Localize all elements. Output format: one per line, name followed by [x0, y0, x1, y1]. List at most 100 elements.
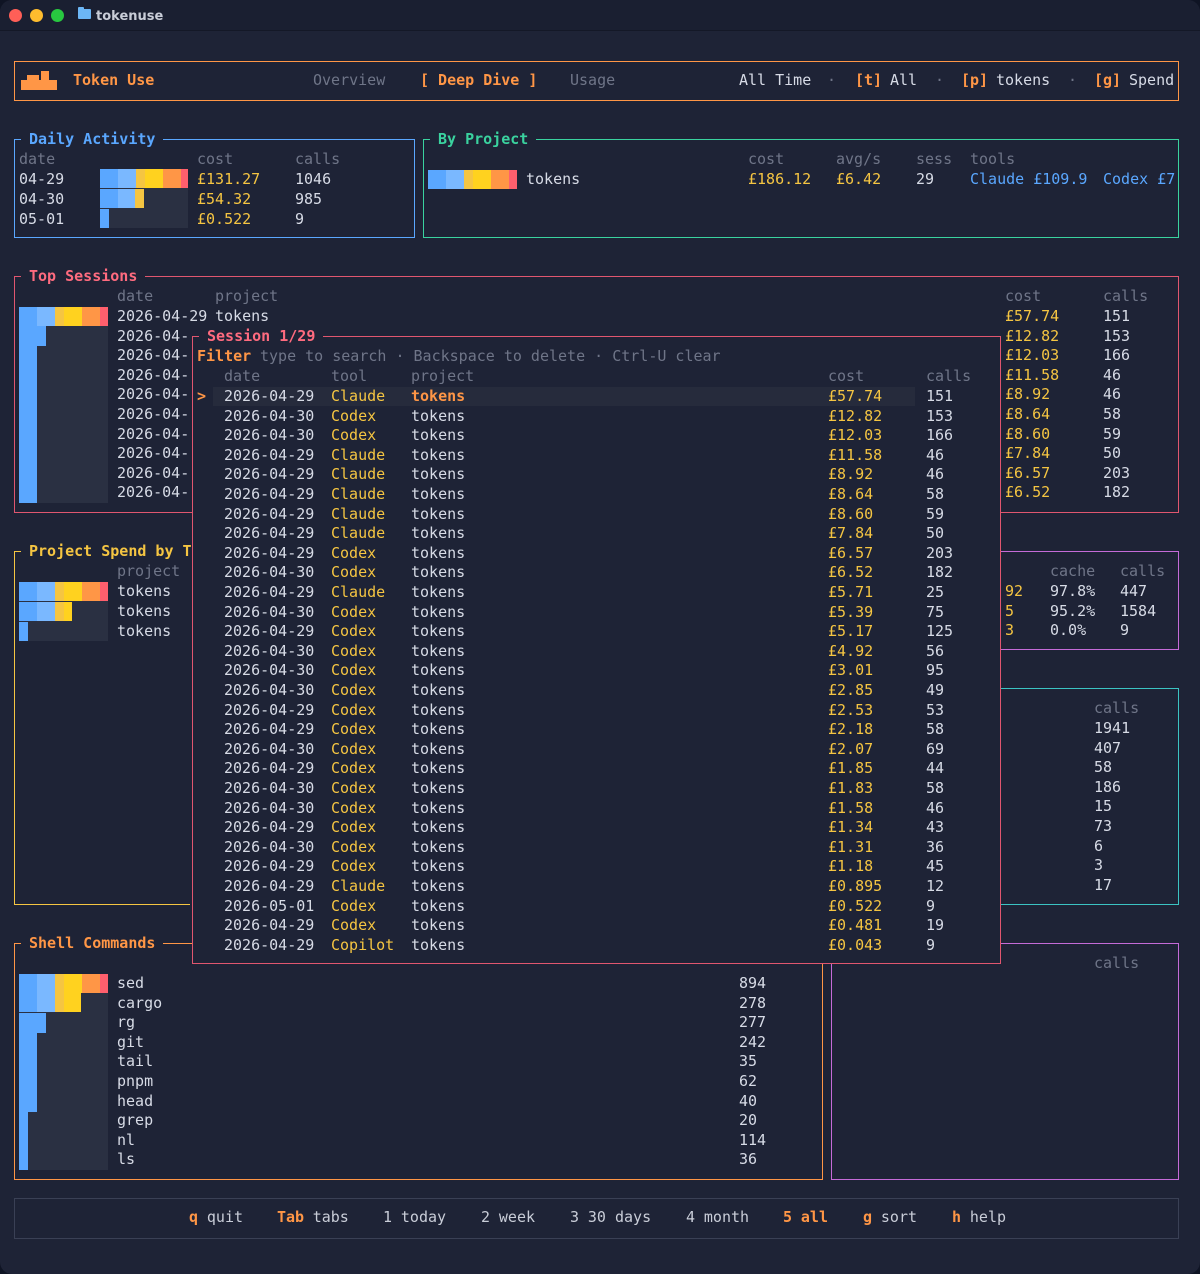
- session-cost: £0.481: [828, 916, 883, 935]
- session-cost: £5.71: [828, 583, 874, 601]
- project-spend-panel: Project Spend by T project tokens tokens…: [14, 542, 200, 905]
- session-date: 2026-04-29: [224, 583, 315, 601]
- session-calls: 44: [926, 759, 945, 778]
- session-date: 2026-04-: [117, 444, 190, 463]
- session-row[interactable]: 2026-04-29 Claude tokens £0.895 12: [193, 877, 1000, 897]
- shortcut-label[interactable]: month: [703, 1208, 750, 1226]
- shortcut-key[interactable]: 5: [783, 1208, 793, 1226]
- shell-command-count: 242: [739, 1032, 767, 1051]
- shortcut-key[interactable]: Tab: [277, 1208, 305, 1226]
- session-row[interactable]: 2026-04-30 Codex tokens £2.85 49: [193, 681, 1000, 701]
- shell-command-name: head: [117, 1091, 154, 1110]
- session-row[interactable]: 2026-04-30 Codex tokens £1.83 58: [193, 779, 1000, 799]
- session-tool: Codex: [331, 857, 377, 876]
- row-date: 04-30: [19, 190, 65, 208]
- shortcut-key[interactable]: g: [863, 1208, 873, 1226]
- session-row[interactable]: 2026-04-29 Copilot tokens £0.043 9: [193, 936, 1000, 956]
- logo-icon: [21, 70, 57, 90]
- session-row[interactable]: 2026-04-30 Codex tokens £1.58 46: [193, 799, 1000, 819]
- session-tool: Codex: [331, 896, 377, 915]
- session-row[interactable]: 2026-04-30 Codex tokens £5.39 75: [193, 603, 1000, 623]
- shortcut-key[interactable]: 3: [570, 1208, 580, 1226]
- session-date: 2026-04-29: [224, 818, 315, 837]
- toggle-key-t[interactable]: [t]: [855, 71, 883, 89]
- shortcut-key[interactable]: q: [189, 1208, 199, 1226]
- shortcut-label[interactable]: today: [400, 1208, 447, 1226]
- tab-deep-dive[interactable]: [ Deep Dive ]: [420, 71, 538, 89]
- session-row[interactable]: 2026-04-29 Codex tokens £6.57 203: [193, 544, 1000, 564]
- toggle-label-all[interactable]: All: [890, 71, 918, 89]
- panel-title: Daily Activity: [21, 130, 164, 150]
- shortcut-key[interactable]: 4: [686, 1208, 696, 1226]
- session-tool: Claude: [331, 524, 386, 543]
- session-row[interactable]: 2026-04-29 Codex tokens £2.18 58: [193, 720, 1000, 740]
- popup-title: Session 1/29: [199, 327, 324, 347]
- session-tool: Codex: [331, 779, 377, 797]
- session-row[interactable]: 2026-04-29 Codex tokens £1.18 45: [193, 857, 1000, 877]
- session-row[interactable]: 2026-04-29 Claude tokens £8.60 59: [193, 505, 1000, 525]
- shell-command-count: 40: [739, 1091, 758, 1110]
- close-button[interactable]: [9, 9, 22, 22]
- session-row[interactable]: 2026-04-30 Codex tokens £12.82 153: [193, 407, 1000, 427]
- session-row[interactable]: 2026-04-30 Codex tokens £6.52 182: [193, 563, 1000, 583]
- shortcut-label[interactable]: 30 days: [587, 1208, 652, 1226]
- session-calls: 50: [926, 524, 945, 543]
- session-row[interactable]: 2026-04-29 Claude tokens £5.71 25: [193, 583, 1000, 603]
- session-cost: £5.17: [828, 622, 874, 641]
- shortcut-label[interactable]: help: [969, 1208, 1007, 1226]
- session-date: 2026-04-30: [224, 739, 315, 758]
- project-cache: 0.0%: [1050, 621, 1087, 640]
- session-row[interactable]: 2026-04-29 Codex tokens £2.53 53: [193, 701, 1000, 721]
- filter-label[interactable]: Filter: [197, 347, 252, 365]
- session-row[interactable]: 2026-05-01 Codex tokens £0.522 9: [193, 897, 1000, 917]
- tab-usage[interactable]: Usage: [570, 71, 616, 89]
- shortcut-label[interactable]: quit: [206, 1208, 244, 1226]
- project-row: tokens: [117, 622, 172, 640]
- session-date: 2026-04-30: [224, 426, 315, 445]
- maximize-button[interactable]: [51, 9, 64, 22]
- session-date: 2026-04-30: [224, 406, 315, 425]
- project-cache: 95.2%: [1050, 601, 1096, 620]
- session-row[interactable]: 2026-04-29 Codex tokens £0.481 19: [193, 916, 1000, 936]
- session-row[interactable]: 2026-04-29 Codex tokens £1.34 43: [193, 818, 1000, 838]
- session-row[interactable]: 2026-04-30 Codex tokens £3.01 95: [193, 661, 1000, 681]
- shortcut-key[interactable]: h: [952, 1208, 962, 1226]
- row-cost: £131.27: [197, 170, 261, 188]
- toggle-label-project[interactable]: tokens: [996, 71, 1051, 89]
- session-row[interactable]: 2026-04-29 Claude tokens £11.58 46: [193, 446, 1000, 466]
- shortcut-label[interactable]: all: [800, 1208, 828, 1226]
- session-row[interactable]: 2026-04-29 Codex tokens £1.85 44: [193, 759, 1000, 779]
- session-row[interactable]: 2026-04-30 Codex tokens £1.31 36: [193, 838, 1000, 858]
- session-row[interactable]: >2026-04-29 Claude tokens £57.74 151: [193, 387, 1000, 407]
- col-calls: calls: [1094, 699, 1140, 717]
- toggle-key-g[interactable]: [g]: [1094, 71, 1122, 89]
- session-tool: Codex: [331, 759, 377, 778]
- session-cost: £12.03: [828, 426, 883, 445]
- session-tool: Codex: [331, 720, 377, 739]
- filter-hint[interactable]: type to search · Backspace to delete · C…: [260, 347, 721, 365]
- col-calls: calls: [926, 367, 972, 385]
- col-cache: cache: [1050, 562, 1096, 580]
- session-row[interactable]: 2026-04-29 Codex tokens £5.17 125: [193, 622, 1000, 642]
- session-cost: £2.18: [828, 720, 874, 739]
- session-project: tokens: [411, 916, 466, 935]
- session-row[interactable]: 2026-04-30 Codex tokens £12.03 166: [193, 426, 1000, 446]
- minimize-button[interactable]: [30, 9, 43, 22]
- session-row[interactable]: 2026-04-29 Claude tokens £7.84 50: [193, 524, 1000, 544]
- shell-command-name: ls: [117, 1150, 136, 1169]
- session-row[interactable]: 2026-04-29 Claude tokens £8.64 58: [193, 485, 1000, 505]
- session-row[interactable]: 2026-04-30 Codex tokens £2.07 69: [193, 740, 1000, 760]
- shortcut-key[interactable]: 1: [383, 1208, 393, 1226]
- shortcut-key[interactable]: 2: [481, 1208, 491, 1226]
- tab-overview[interactable]: Overview: [313, 71, 386, 89]
- shortcut-label[interactable]: sort: [880, 1208, 918, 1226]
- toggle-key-p[interactable]: [p]: [961, 71, 989, 89]
- range-label: All Time: [739, 71, 812, 89]
- session-project: tokens: [411, 739, 466, 758]
- session-row[interactable]: 2026-04-29 Claude tokens £8.92 46: [193, 465, 1000, 485]
- session-row[interactable]: 2026-04-30 Codex tokens £4.92 56: [193, 642, 1000, 662]
- toggle-label-spend[interactable]: Spend: [1129, 71, 1175, 89]
- shortcut-label[interactable]: week: [498, 1208, 536, 1226]
- shell-command-name: rg: [117, 1013, 136, 1032]
- shortcut-label[interactable]: tabs: [312, 1208, 349, 1226]
